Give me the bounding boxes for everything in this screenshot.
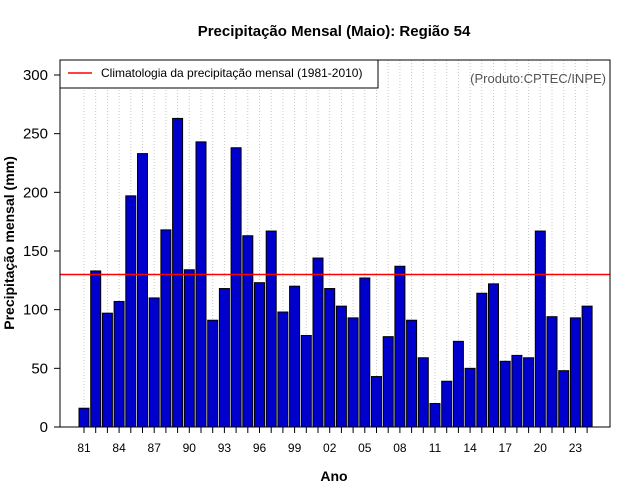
x-tick-label: 23 [569, 441, 583, 455]
bar-97 [265, 230, 277, 428]
bar-88 [160, 229, 172, 428]
x-tick-label: 05 [358, 441, 372, 455]
y-tick-label: 250 [23, 126, 48, 143]
x-tick-label: 81 [77, 441, 91, 455]
x-tick-label: 99 [288, 441, 302, 455]
bar-14 [464, 367, 476, 428]
bar-06 [371, 376, 382, 428]
bar-19 [523, 357, 535, 428]
x-tick-label: 11 [429, 441, 442, 455]
y-tick-label: 150 [23, 243, 48, 260]
bar-09 [406, 319, 418, 428]
bar-96 [254, 282, 265, 428]
x-tick-label: 90 [183, 441, 197, 455]
bar-01 [312, 257, 324, 428]
x-tick-label: 84 [112, 441, 126, 455]
y-axis-label: Precipitação mensal (mm) [1, 156, 17, 330]
x-axis: 81 84 87 90 93 96 99 02 05 08 11 14 17 20 23 [77, 427, 588, 455]
bar-87 [148, 297, 160, 428]
bar-23 [569, 317, 581, 428]
x-tick-label: 02 [323, 441, 337, 455]
bar-00 [300, 334, 312, 428]
bar-81 [78, 407, 90, 428]
bar-22 [558, 370, 570, 428]
bars-group [78, 117, 593, 428]
bar-99 [289, 285, 301, 428]
y-axis: 0 50 100 150 200 250 300 [23, 67, 60, 436]
y-tick-label: 200 [23, 184, 48, 201]
bar-13 [452, 340, 464, 428]
bar-85 [125, 195, 137, 428]
bar-94 [230, 147, 242, 428]
y-tick-label: 300 [23, 67, 48, 84]
bar-03 [335, 305, 347, 428]
bar-17 [499, 360, 511, 428]
bar-24 [581, 305, 593, 428]
bar-16 [488, 283, 499, 428]
bar-05 [359, 277, 371, 428]
x-axis-label: Ano [320, 468, 347, 484]
bar-20 [534, 230, 546, 428]
bar-02 [324, 288, 336, 428]
bar-95 [242, 235, 254, 428]
x-tick-label: 20 [534, 441, 548, 455]
bar-11 [429, 403, 441, 428]
bar-21 [546, 316, 558, 428]
bar-04 [347, 317, 359, 428]
x-tick-label: 93 [218, 441, 232, 455]
bar-91 [195, 141, 207, 428]
legend: Climatologia da precipitação mensal (198… [59, 59, 379, 89]
bar-98 [277, 311, 289, 428]
x-tick-label: 96 [253, 441, 267, 455]
bar-07 [382, 336, 394, 428]
x-tick-label: 87 [148, 441, 162, 455]
source-annotation: (Produto:CPTEC/INPE) [470, 71, 606, 86]
x-tick-label: 14 [463, 441, 477, 455]
x-tick-label: 17 [499, 441, 513, 455]
bar-82 [90, 270, 102, 428]
bar-92 [207, 319, 219, 428]
y-tick-label: 50 [31, 360, 48, 377]
y-tick-label: 0 [40, 419, 48, 436]
x-tick-label: 08 [393, 441, 407, 455]
bar-90 [183, 269, 195, 428]
bar-84 [113, 300, 125, 428]
bar-93 [218, 288, 230, 428]
bar-83 [101, 312, 113, 428]
legend-label: Climatologia da precipitação mensal (198… [101, 66, 362, 80]
bar-15 [476, 292, 488, 428]
bar-86 [137, 153, 148, 428]
bar-10 [417, 357, 429, 428]
chart-title: Precipitação Mensal (Maio): Região 54 [198, 23, 471, 40]
bar-89 [172, 117, 184, 428]
bar-08 [394, 265, 406, 428]
bar-18 [511, 354, 523, 428]
y-tick-label: 100 [23, 302, 48, 319]
legend-box [59, 59, 379, 89]
bar-12 [441, 380, 453, 428]
